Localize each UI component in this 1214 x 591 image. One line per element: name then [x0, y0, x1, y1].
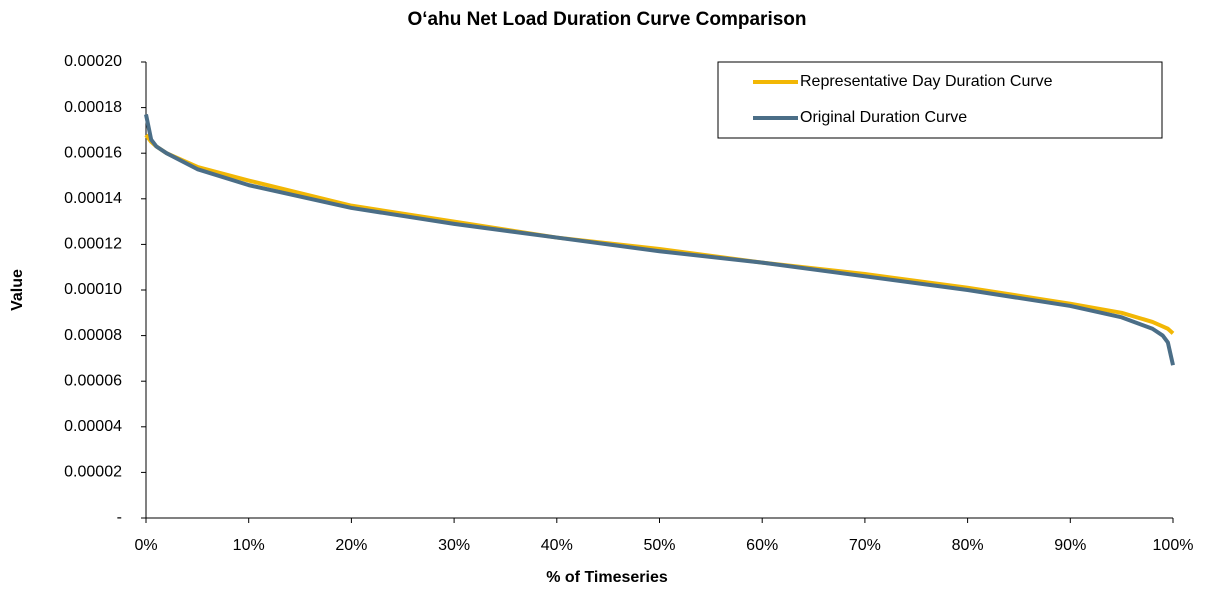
x-tick-label: 10% [233, 537, 265, 554]
x-tick-label: 40% [541, 537, 573, 554]
y-tick-label: 0.00002 [64, 464, 122, 481]
x-tick-label: 100% [1153, 537, 1194, 554]
y-tick-label: 0.00008 [64, 327, 122, 344]
y-tick-label: 0.00014 [64, 190, 122, 207]
x-tick-label: 80% [952, 537, 984, 554]
x-axis-label: % of Timeseries [546, 569, 668, 586]
x-tick-label: 70% [849, 537, 881, 554]
y-tick-label: 0.00018 [64, 99, 122, 116]
x-tick-label: 20% [335, 537, 367, 554]
x-tick-label: 90% [1054, 537, 1086, 554]
line-series [144, 114, 1175, 366]
y-tick-label: - [117, 509, 122, 526]
line-series [144, 133, 1175, 335]
y-tick-label: 0.00010 [64, 281, 122, 298]
legend-box [717, 61, 1163, 139]
y-axis-label: Value [9, 269, 26, 311]
chart-title: O‘ahu Net Load Duration Curve Comparison [407, 9, 806, 30]
legend-label: Original Duration Curve [800, 109, 967, 126]
y-tick-label: 0.00004 [64, 418, 122, 435]
x-tick-label: 60% [746, 537, 778, 554]
y-tick-label: 0.00016 [64, 144, 122, 161]
y-tick-label: 0.00012 [64, 236, 122, 253]
x-tick-label: 50% [643, 537, 675, 554]
y-tick-label: 0.00020 [64, 53, 122, 70]
x-tick-label: 0% [134, 537, 157, 554]
legend-label: Representative Day Duration Curve [800, 73, 1053, 90]
x-tick-label: 30% [438, 537, 470, 554]
y-tick-label: 0.00006 [64, 372, 122, 389]
